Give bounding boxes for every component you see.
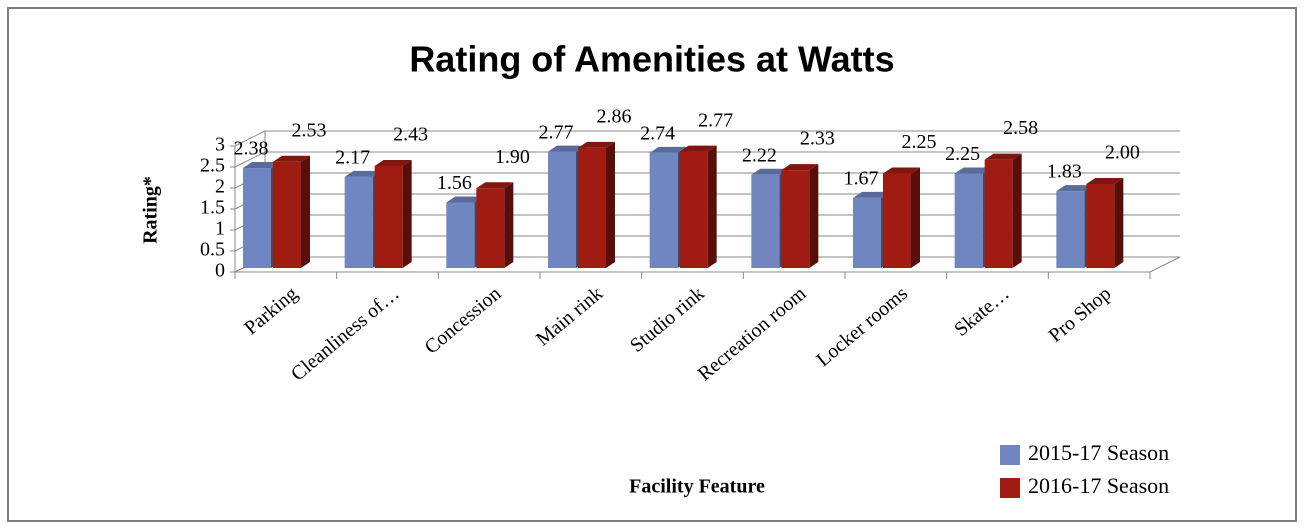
data-label: 2.25 — [902, 131, 937, 153]
bar-top — [1056, 185, 1094, 192]
bar-side — [1114, 178, 1124, 268]
bar-top — [751, 168, 789, 175]
bar — [679, 151, 708, 268]
bar — [883, 173, 911, 268]
data-label: 2.58 — [1003, 117, 1038, 139]
bar-side — [504, 182, 514, 268]
bar-side — [301, 155, 310, 268]
y-tick-label: 1.5 — [200, 197, 225, 219]
legend-swatch — [1000, 445, 1020, 465]
y-tick-label: 1 — [215, 218, 225, 240]
bar — [548, 151, 576, 268]
bar-top — [984, 153, 1022, 160]
bar — [751, 174, 780, 268]
legend-label: 2016-17 Season — [1028, 473, 1169, 498]
y-tick-label: 0 — [215, 260, 225, 282]
y-axis-title: Rating* — [140, 176, 162, 244]
bar — [476, 188, 505, 268]
bar — [649, 152, 678, 268]
bar — [446, 202, 475, 268]
data-label: 1.83 — [1047, 161, 1082, 183]
data-label: 1.56 — [437, 172, 472, 194]
y-tick-label: 3 — [215, 134, 225, 156]
bar — [374, 165, 403, 268]
bar-top — [243, 162, 280, 169]
data-label: 2.00 — [1105, 142, 1140, 164]
bar — [984, 159, 1013, 268]
data-label: 2.43 — [393, 124, 428, 146]
bar — [781, 170, 810, 268]
bar-top — [476, 182, 514, 189]
bar-side — [402, 159, 412, 268]
bar — [243, 168, 271, 268]
bar-top — [273, 155, 310, 162]
bar — [954, 173, 983, 268]
bar-top — [954, 167, 992, 174]
bar — [1086, 184, 1115, 268]
y-tick-label: 0.5 — [200, 239, 225, 261]
bar-side — [911, 167, 920, 268]
bar-side — [606, 141, 615, 268]
data-label: 2.53 — [292, 119, 327, 141]
bar-top — [344, 170, 382, 177]
bar — [273, 161, 301, 268]
data-label: 1.90 — [495, 146, 530, 168]
bar-top — [548, 145, 585, 152]
bar — [344, 176, 373, 268]
grid-line — [234, 130, 1180, 147]
bar-side — [809, 164, 819, 268]
bar — [578, 147, 606, 268]
bar — [853, 197, 881, 268]
data-label: 1.67 — [844, 167, 879, 189]
y-tick-label: 2 — [215, 176, 225, 198]
bar-side — [707, 145, 717, 268]
bar-top — [578, 141, 615, 148]
data-label: 2.86 — [597, 105, 632, 127]
data-label: 2.33 — [800, 128, 835, 150]
bar-top — [781, 164, 819, 171]
bar-side — [1012, 153, 1022, 268]
bar-top — [374, 159, 412, 166]
bar-top — [679, 145, 717, 152]
data-label: 2.77 — [698, 109, 733, 131]
grid-line — [234, 151, 1180, 168]
data-label: 2.77 — [539, 121, 574, 143]
bar-top — [446, 196, 484, 203]
data-label: 2.38 — [234, 138, 269, 160]
bar-top — [1086, 178, 1124, 184]
bar-top — [649, 146, 687, 153]
data-label: 2.25 — [945, 143, 980, 165]
bar — [1056, 191, 1085, 268]
chart-title: Rating of Amenities at Watts — [409, 39, 894, 80]
data-label: 2.74 — [640, 123, 675, 145]
bar-top — [853, 191, 890, 198]
legend-swatch — [1000, 478, 1020, 498]
x-axis-title: Facility Feature — [629, 476, 765, 498]
y-tick-label: 2.5 — [200, 155, 225, 177]
data-label: 2.17 — [335, 146, 370, 168]
data-label: 2.22 — [742, 144, 777, 166]
legend-label: 2015-17 Season — [1028, 440, 1169, 465]
bar-top — [883, 167, 920, 174]
